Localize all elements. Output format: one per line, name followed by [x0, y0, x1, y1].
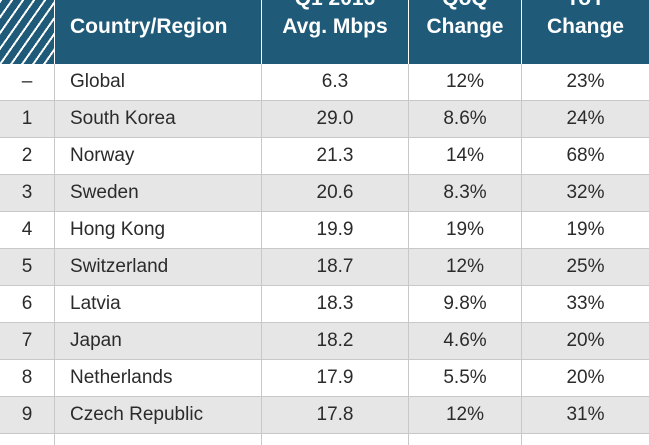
qoq-cell: 12%	[445, 404, 485, 425]
table-row: 1 South Korea 29.0 8.6% 24%	[0, 101, 649, 138]
yoy-cell: 19%	[566, 219, 605, 240]
header-hatch-pattern	[0, 0, 54, 64]
country-cell: Global	[70, 71, 125, 92]
qoq-cell: 4.6%	[443, 330, 487, 351]
header-yoy: YoY Change	[522, 0, 649, 64]
qoq-cell: 12%	[445, 71, 485, 92]
rank-cell: 7	[21, 330, 33, 351]
yoy-cell: 24%	[566, 108, 605, 129]
rank-cell: 2	[21, 145, 33, 166]
mbps-cell: 21.3	[316, 145, 354, 166]
header-country-label: Country/Region	[70, 15, 228, 38]
header-yoy-line1: YoY	[547, 0, 624, 13]
mbps-cell: 20.6	[316, 182, 354, 203]
table-row: 4 Hong Kong 19.9 19% 19%	[0, 212, 649, 249]
header-mbps-line2: Avg. Mbps	[282, 15, 388, 38]
qoq-cell: 8.6%	[443, 108, 487, 129]
yoy-cell: 25%	[566, 256, 605, 277]
qoq-cell: 9.8%	[443, 293, 487, 314]
country-cell: Japan	[70, 330, 122, 351]
table-row: 9 Czech Republic 17.8 12% 31%	[0, 397, 649, 434]
qoq-cell: 5.5%	[443, 367, 487, 388]
country-cell: Netherlands	[70, 367, 173, 388]
table-row: 8 Netherlands 17.9 5.5% 20%	[0, 360, 649, 397]
mbps-cell: 18.7	[316, 256, 354, 277]
mbps-cell: 17.9	[316, 367, 354, 388]
header-divider	[408, 0, 409, 64]
yoy-cell: 23%	[566, 71, 605, 92]
column-divider	[408, 64, 409, 445]
header-country: Country/Region	[54, 0, 261, 64]
mbps-cell: 6.3	[321, 71, 349, 92]
rank-cell: 5	[21, 256, 33, 277]
rank-cell: 4	[21, 219, 33, 240]
mbps-cell: 18.3	[316, 293, 354, 314]
rank-cell: 8	[21, 367, 33, 388]
yoy-cell: 33%	[566, 293, 605, 314]
header-qoq-line1: QoQ	[426, 0, 503, 13]
rank-cell: –	[21, 71, 33, 92]
country-cell: Sweden	[70, 182, 139, 203]
qoq-cell: 12%	[445, 256, 485, 277]
rank-cell: 6	[21, 293, 33, 314]
yoy-cell: 20%	[566, 330, 605, 351]
country-cell: Latvia	[70, 293, 121, 314]
yoy-cell: 31%	[566, 404, 605, 425]
table-row: 2 Norway 21.3 14% 68%	[0, 138, 649, 175]
column-divider	[54, 64, 55, 445]
mbps-cell: 19.9	[316, 219, 354, 240]
rank-cell: 1	[21, 108, 33, 129]
yoy-cell: 68%	[566, 145, 605, 166]
header-yoy-line2: Change	[546, 15, 624, 38]
column-divider	[521, 64, 522, 445]
country-cell: Switzerland	[70, 256, 169, 277]
yoy-cell: 20%	[566, 367, 605, 388]
header-qoq-line2: Change	[426, 15, 504, 38]
header-mbps: Q1 2016 Avg. Mbps	[262, 0, 408, 64]
mbps-cell: 29.0	[316, 108, 354, 129]
qoq-cell: 8.3%	[443, 182, 487, 203]
qoq-cell: 14%	[445, 145, 485, 166]
mbps-cell: 17.8	[316, 404, 354, 425]
table-row: 3 Sweden 20.6 8.3% 32%	[0, 175, 649, 212]
country-cell: South Korea	[70, 108, 176, 129]
table-header: Country/Region Q1 2016 Avg. Mbps QoQ Cha…	[0, 0, 649, 64]
table-row: 6 Latvia 18.3 9.8% 33%	[0, 286, 649, 323]
table-row: 7 Japan 18.2 4.6% 20%	[0, 323, 649, 360]
header-divider	[521, 0, 522, 64]
header-divider	[54, 0, 55, 64]
rank-cell: 3	[21, 182, 33, 203]
mbps-cell: 18.2	[316, 330, 354, 351]
table-row: 5 Switzerland 18.7 12% 25%	[0, 249, 649, 286]
column-divider	[261, 64, 262, 445]
rank-cell: 9	[21, 404, 33, 425]
country-cell: Czech Republic	[70, 404, 204, 425]
header-qoq: QoQ Change	[409, 0, 521, 64]
table-row: – Global 6.3 12% 23%	[0, 64, 649, 101]
yoy-cell: 32%	[566, 182, 605, 203]
header-divider	[261, 0, 262, 64]
country-cell: Hong Kong	[70, 219, 166, 240]
country-cell: Norway	[70, 145, 135, 166]
qoq-cell: 19%	[445, 219, 485, 240]
header-mbps-line1: Q1 2016	[282, 0, 387, 13]
